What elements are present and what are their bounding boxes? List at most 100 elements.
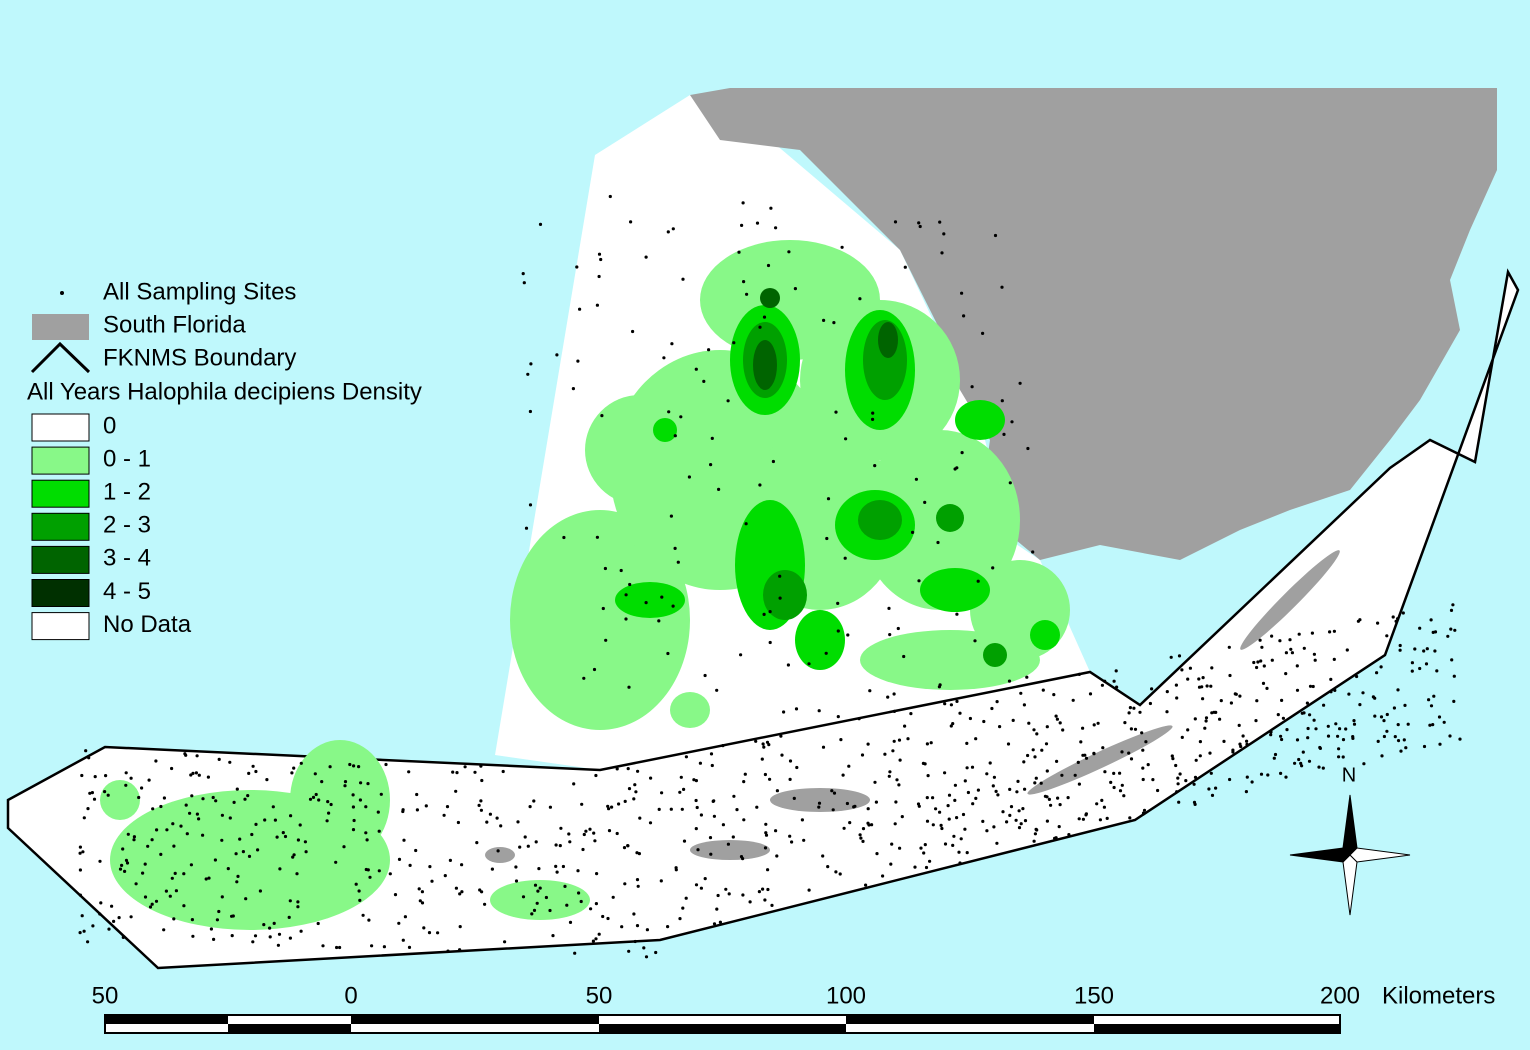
legend-label: 0 xyxy=(103,412,116,439)
sampling-site xyxy=(170,766,174,771)
sampling-site xyxy=(1014,818,1018,822)
sampling-site xyxy=(970,765,975,769)
sampling-site xyxy=(544,895,549,900)
sampling-site xyxy=(1382,719,1386,723)
sampling-site xyxy=(1023,787,1027,791)
sampling-site xyxy=(1076,760,1080,765)
sampling-site xyxy=(1280,737,1284,742)
sampling-site xyxy=(1410,669,1414,673)
sampling-site xyxy=(1402,738,1406,742)
sampling-site xyxy=(970,385,974,389)
sampling-site xyxy=(623,799,627,804)
sampling-site xyxy=(679,415,683,419)
sampling-site xyxy=(1361,691,1365,695)
sampling-site xyxy=(1278,639,1282,643)
sampling-site xyxy=(1022,760,1026,764)
sampling-site xyxy=(335,945,339,950)
sampling-site xyxy=(748,900,752,904)
sampling-site xyxy=(417,887,421,891)
sampling-site xyxy=(1337,747,1341,751)
sampling-site xyxy=(1017,826,1022,830)
scale-bar: Kilometers 50 0 50 100 150 200 xyxy=(92,982,1495,1034)
sampling-site xyxy=(320,780,324,784)
sampling-site xyxy=(866,807,870,811)
legend-swatch xyxy=(31,512,90,541)
sampling-site xyxy=(1088,692,1093,696)
sampling-site xyxy=(962,314,966,318)
sampling-site xyxy=(342,845,346,849)
sampling-site xyxy=(843,556,847,560)
sampling-site xyxy=(514,865,518,869)
sampling-site xyxy=(1165,690,1169,694)
sampling-site xyxy=(1396,617,1400,621)
sampling-site xyxy=(638,816,642,820)
sampling-site xyxy=(107,927,111,931)
sampling-site xyxy=(1435,669,1439,673)
sampling-site xyxy=(761,742,765,746)
sampling-site xyxy=(893,822,897,826)
sampling-site xyxy=(861,827,866,831)
island xyxy=(485,847,515,863)
sampling-site xyxy=(636,884,640,888)
sampling-site xyxy=(1265,686,1269,691)
sampling-site xyxy=(758,483,762,487)
sampling-site xyxy=(1362,762,1366,766)
legend-label: All Sampling Sites xyxy=(103,278,296,305)
sampling-site xyxy=(1373,696,1377,700)
sampling-site xyxy=(644,601,648,605)
sampling-site xyxy=(483,902,487,906)
sampling-site xyxy=(154,899,159,903)
sampling-site xyxy=(1450,658,1454,662)
sampling-site xyxy=(703,877,707,881)
sampling-site xyxy=(966,790,971,795)
sampling-site xyxy=(1279,771,1283,776)
sampling-site xyxy=(551,934,555,938)
sampling-site xyxy=(1344,727,1348,731)
sampling-site xyxy=(888,633,892,637)
sampling-site xyxy=(600,414,604,418)
sampling-site xyxy=(696,848,700,852)
sampling-site xyxy=(150,838,154,842)
sampling-site xyxy=(1352,719,1356,723)
sampling-site xyxy=(788,777,792,782)
sampling-site xyxy=(1115,685,1119,689)
sampling-site xyxy=(1347,692,1351,696)
sampling-site xyxy=(1273,752,1278,757)
sampling-site xyxy=(292,766,296,770)
sampling-site xyxy=(368,875,372,879)
sampling-site xyxy=(1109,780,1113,785)
sampling-site xyxy=(758,325,762,329)
sampling-site xyxy=(581,847,585,852)
sampling-site xyxy=(968,716,973,721)
sampling-site xyxy=(88,791,92,795)
sampling-site xyxy=(86,807,90,811)
sampling-site xyxy=(407,945,412,950)
sampling-site xyxy=(694,779,699,783)
sampling-site xyxy=(993,233,998,238)
sampling-site xyxy=(528,805,532,809)
sampling-site xyxy=(313,772,317,776)
keys xyxy=(485,550,1340,863)
sampling-site xyxy=(681,906,685,910)
sampling-site xyxy=(632,797,636,801)
sampling-site xyxy=(485,820,489,824)
sampling-site xyxy=(741,857,745,861)
sampling-site xyxy=(939,823,943,828)
sampling-site xyxy=(1334,722,1338,726)
sampling-site xyxy=(1244,790,1248,794)
sampling-site xyxy=(890,842,894,846)
sampling-site xyxy=(329,802,333,807)
sampling-site xyxy=(1300,711,1304,715)
density-area xyxy=(653,418,677,442)
legend-swatch xyxy=(31,446,90,475)
sampling-site xyxy=(1047,797,1051,802)
sampling-site xyxy=(250,832,254,837)
sampling-site xyxy=(1266,773,1270,777)
sampling-site xyxy=(357,765,361,769)
sampling-site xyxy=(627,787,632,791)
sampling-site xyxy=(1095,802,1099,806)
sampling-site xyxy=(1123,721,1127,725)
legend-swatch xyxy=(31,413,90,442)
density-area xyxy=(490,880,590,920)
sampling-site xyxy=(201,797,205,801)
